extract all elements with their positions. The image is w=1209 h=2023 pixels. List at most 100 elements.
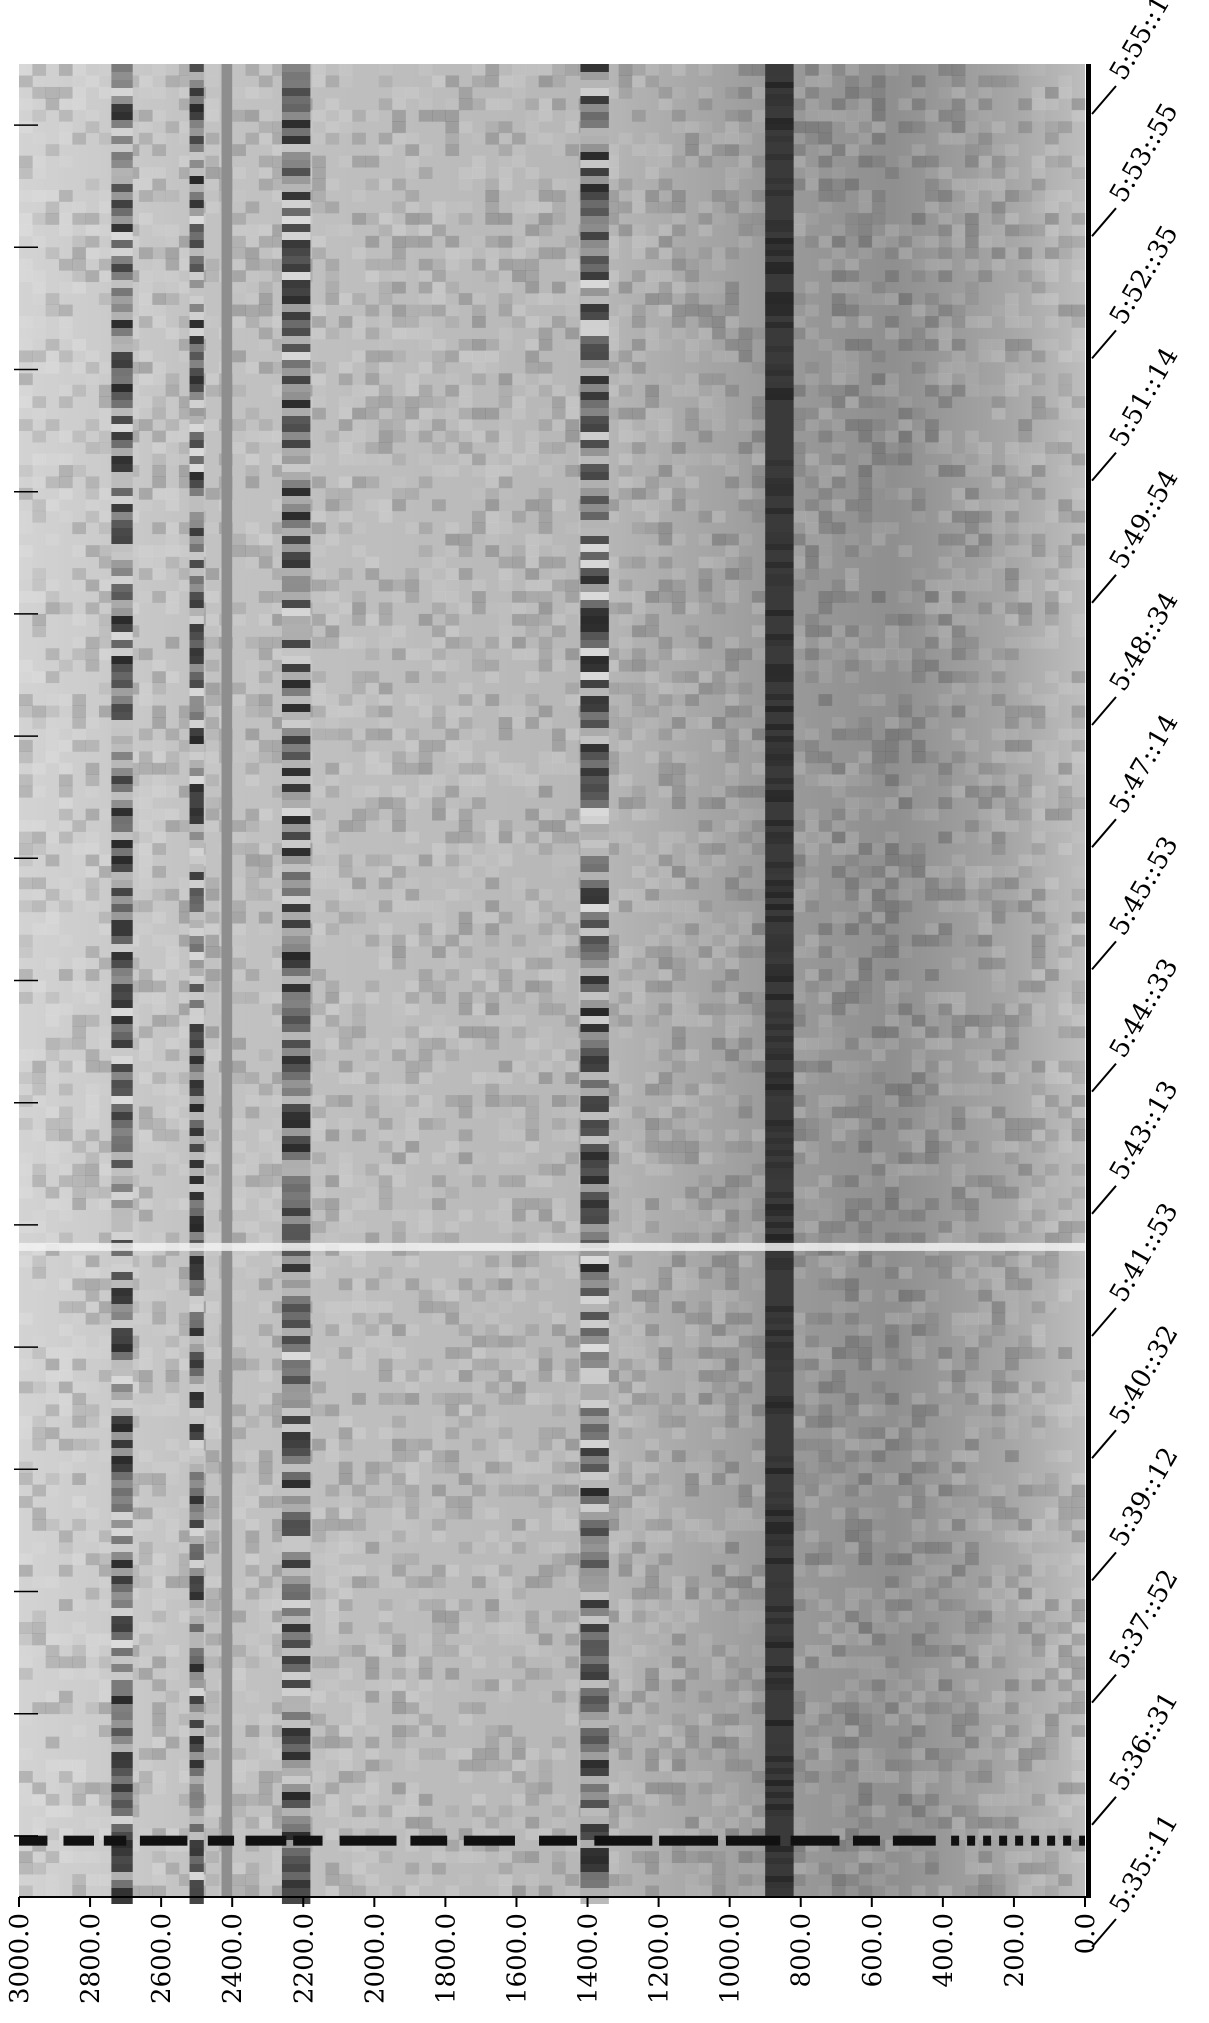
heatmap-cell — [392, 476, 406, 489]
heatmap-cell — [352, 888, 366, 901]
heatmap-cell — [445, 235, 460, 248]
heatmap-cell — [631, 75, 646, 88]
heatmap-cell — [791, 1312, 806, 1325]
heatmap-cell — [711, 510, 726, 523]
heatmap-cell — [991, 247, 1006, 260]
heatmap-cell — [138, 545, 153, 558]
heatmap-cell — [565, 923, 580, 936]
heatmap-cell — [991, 728, 1006, 741]
heatmap-cell — [32, 1507, 47, 1520]
heatmap-cell — [432, 293, 446, 305]
heatmap-cell — [978, 1014, 993, 1027]
heatmap-cell — [1045, 1381, 1059, 1394]
heatmap-cell — [205, 820, 220, 832]
heatmap-cell — [445, 636, 460, 649]
heatmap-cell — [378, 602, 393, 615]
heatmap-cell — [258, 1095, 273, 1107]
heatmap-cell — [845, 384, 859, 397]
heatmap-cell — [685, 911, 699, 924]
heatmap-cell — [498, 568, 513, 580]
heatmap-cell — [618, 1415, 633, 1428]
heatmap-cell — [605, 338, 620, 351]
heatmap-cell — [272, 190, 286, 202]
heatmap-cell — [445, 1140, 460, 1153]
heatmap-cell — [178, 911, 193, 924]
heatmap-cell — [72, 980, 87, 993]
heatmap-cell — [991, 1381, 1006, 1394]
heatmap-cell — [325, 1209, 340, 1222]
heatmap-cell — [485, 464, 500, 477]
heatmap-cell — [818, 1255, 833, 1268]
heatmap-cell — [32, 1221, 47, 1233]
heatmap-cell — [858, 430, 873, 443]
heatmap-cell — [818, 946, 833, 958]
heatmap-cell — [72, 464, 87, 477]
heatmap-cell — [791, 224, 806, 237]
heatmap-cell — [458, 991, 473, 1004]
heatmap-cell — [751, 190, 766, 202]
heatmap-cell — [978, 1473, 993, 1485]
heatmap-cell — [258, 327, 273, 340]
heatmap-cell — [472, 900, 486, 913]
heatmap-cell — [925, 969, 939, 981]
heatmap-cell — [1058, 373, 1073, 386]
heatmap-cell — [605, 1060, 620, 1073]
heatmap-cell — [805, 1152, 819, 1165]
heatmap-cell — [485, 1358, 500, 1371]
heatmap-cell — [165, 1083, 180, 1096]
heatmap-cell — [45, 144, 60, 157]
heatmap-cell — [1005, 316, 1019, 328]
heatmap-cell — [725, 774, 739, 787]
heatmap-cell — [938, 396, 953, 409]
heatmap-cell — [658, 293, 673, 305]
heatmap-cell — [32, 1060, 47, 1073]
heatmap-cell — [378, 98, 393, 111]
heatmap-cell — [485, 350, 500, 363]
heatmap-cell — [645, 167, 659, 179]
heatmap-cell — [245, 235, 260, 248]
heatmap-cell — [751, 464, 766, 477]
heatmap-cell — [392, 1003, 406, 1016]
heatmap-cell — [818, 235, 833, 248]
heatmap-cell — [458, 1347, 473, 1359]
heatmap-cell — [58, 1301, 73, 1314]
heatmap-cell — [445, 1186, 460, 1199]
heatmap-cell — [1018, 476, 1033, 489]
heatmap-cell — [871, 1049, 886, 1062]
heatmap-cell — [19, 224, 33, 237]
heatmap-cell — [645, 453, 659, 466]
heatmap-cell — [432, 464, 446, 477]
heatmap-cell — [352, 636, 366, 649]
heatmap-cell — [325, 1404, 340, 1417]
heatmap-cell — [1005, 1003, 1019, 1016]
heatmap-cell — [472, 648, 486, 661]
heatmap-cell — [978, 1496, 993, 1508]
heatmap-cell — [698, 1370, 713, 1382]
heatmap-cell — [925, 1152, 939, 1165]
heatmap-cell — [165, 1370, 180, 1382]
heatmap-cell — [925, 888, 939, 901]
heatmap-cell — [272, 1186, 286, 1199]
heatmap-cell — [738, 1140, 753, 1153]
heatmap-cell — [791, 865, 806, 878]
heatmap-cell — [205, 888, 220, 901]
heatmap-cell — [32, 923, 47, 936]
heatmap-cell — [911, 338, 926, 351]
heatmap-cell — [272, 224, 286, 237]
heatmap-cell — [72, 86, 87, 99]
heatmap-cell — [631, 430, 646, 443]
heatmap-cell — [458, 338, 473, 351]
heatmap-cell — [831, 499, 846, 512]
heatmap-cell — [618, 1427, 633, 1440]
heatmap-cell — [338, 487, 353, 500]
heatmap-cell — [552, 820, 566, 832]
heatmap-cell — [885, 1335, 899, 1348]
heatmap-cell — [871, 1450, 886, 1463]
heatmap-cell — [338, 155, 353, 168]
heatmap-cell — [245, 969, 260, 981]
heatmap-cell — [805, 373, 819, 386]
heatmap-cell — [392, 854, 406, 867]
heatmap-cell — [978, 167, 993, 179]
heatmap-cell — [498, 820, 513, 832]
heatmap-cell — [965, 1014, 979, 1027]
